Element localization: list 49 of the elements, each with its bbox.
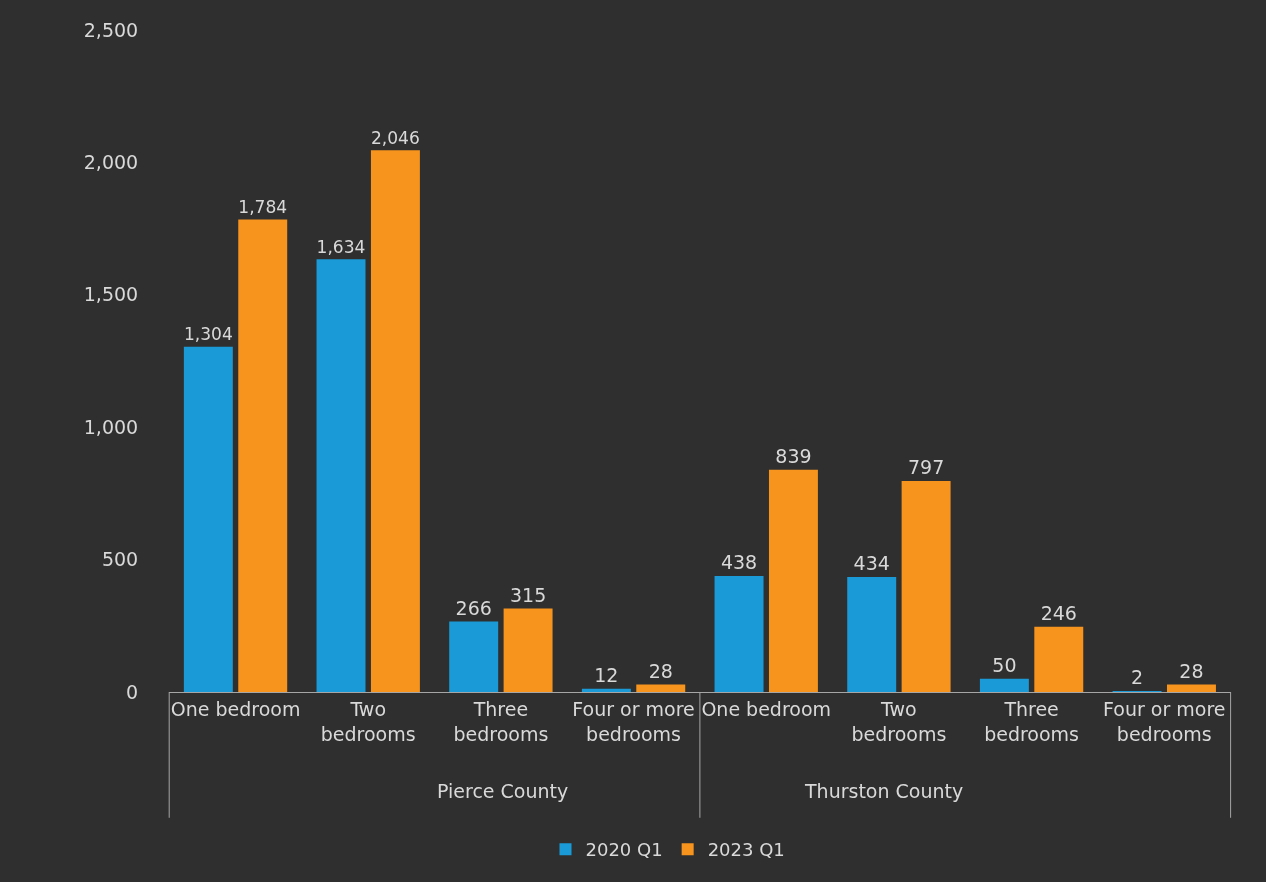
data-label: 246 xyxy=(1040,601,1077,624)
data-label: 28 xyxy=(648,659,673,682)
bar xyxy=(1166,684,1216,692)
bar xyxy=(714,576,764,692)
data-label: 1,304 xyxy=(183,324,233,345)
bar xyxy=(636,684,686,692)
bar xyxy=(847,577,897,692)
text: Pierce County xyxy=(437,780,569,802)
data-label: 50 xyxy=(992,653,1017,676)
x-tick-label: One bedroom xyxy=(701,697,832,720)
x-tick-label: Two bedrooms xyxy=(851,697,947,745)
data-label: 1,634 xyxy=(316,236,366,257)
x-tick-label: One bedroom xyxy=(170,697,301,720)
data-label: 2 xyxy=(1131,666,1144,688)
data-label: 12 xyxy=(594,663,619,686)
data-label: 315 xyxy=(509,583,547,606)
x-tick-label: Four or more bedrooms xyxy=(572,697,695,745)
bar xyxy=(1034,626,1084,692)
bar xyxy=(581,688,631,692)
legend-label: 2020 Q1 xyxy=(585,839,663,861)
data-label: 28 xyxy=(1179,659,1204,682)
bar xyxy=(901,480,951,692)
x-tick-label: Three bedrooms xyxy=(453,697,549,745)
data-label: 797 xyxy=(907,455,945,478)
bar xyxy=(768,469,818,692)
data-label: 438 xyxy=(720,551,758,574)
bar xyxy=(979,678,1029,692)
bar xyxy=(449,621,499,692)
y-tick-label: 0 xyxy=(126,680,139,703)
x-tick-label: Four or more bedrooms xyxy=(1103,697,1226,745)
bar xyxy=(503,608,553,692)
y-tick-label: 1,500 xyxy=(83,283,139,306)
data-label: 434 xyxy=(853,552,890,575)
bar xyxy=(316,259,366,692)
y-tick-label: 2,500 xyxy=(83,18,139,41)
y-tick-label: 1,000 xyxy=(83,415,139,438)
y-tick-label: 2,000 xyxy=(83,151,139,174)
data-label: 1,784 xyxy=(238,197,288,217)
data-label: 839 xyxy=(775,444,812,467)
data-label: 2,046 xyxy=(370,127,420,148)
bar xyxy=(183,346,233,692)
data-label: 266 xyxy=(455,596,492,619)
text: Thurston County xyxy=(804,780,964,802)
x-tick-label: Two bedrooms xyxy=(320,697,416,745)
x-tick-label: Three bedrooms xyxy=(984,697,1080,745)
bar xyxy=(370,150,420,692)
y-tick-label: 500 xyxy=(101,548,139,571)
bar xyxy=(238,219,288,692)
legend-label: 2023 Q1 xyxy=(707,839,785,861)
